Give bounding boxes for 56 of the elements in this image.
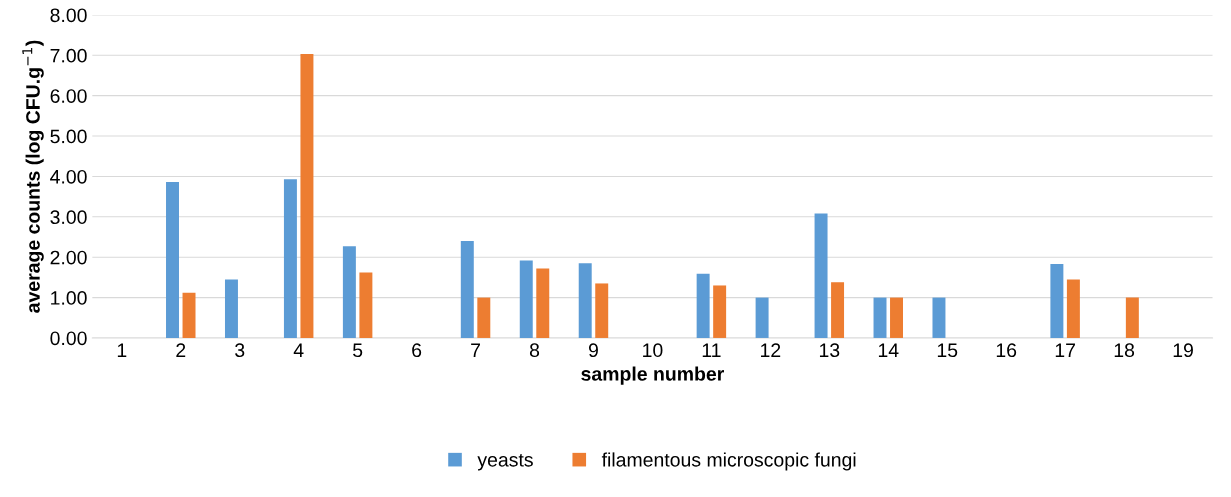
x-tick-label: 1: [117, 343, 127, 357]
x-tick-label: 16: [996, 343, 1017, 358]
x-tick-label: 17: [1055, 343, 1075, 357]
bar: [831, 282, 845, 338]
bar: [1125, 297, 1139, 338]
x-tick-label: 4: [293, 343, 304, 357]
x-tick-label: 13: [819, 343, 840, 358]
x-tick-label: 7: [471, 343, 480, 357]
x-tick-label: 15: [937, 343, 958, 358]
bar: [359, 272, 373, 338]
y-axis-title: average counts (log CFU.g$^{−1}$): [22, 40, 44, 313]
bar: [1050, 264, 1064, 338]
x-tick-label: 5: [353, 343, 363, 358]
bar: [713, 285, 727, 338]
legend-label: filamentous microscopic fungi: [601, 452, 856, 471]
bar: [342, 246, 356, 338]
y-tick-label: 3.00: [50, 210, 87, 225]
bar: [536, 268, 550, 338]
x-tick-label: 8: [529, 343, 540, 358]
x-tick-label: 11: [702, 343, 721, 357]
bar: [932, 297, 946, 338]
bar: [519, 260, 533, 338]
x-tick-label: 3: [235, 343, 245, 358]
x-tick-label: 14: [878, 343, 899, 357]
x-tick-label: 18: [1114, 343, 1135, 358]
bar: [224, 279, 238, 338]
bar: [814, 213, 828, 338]
x-tick-label: 2: [176, 343, 186, 357]
x-tick-label: 19: [1173, 343, 1193, 358]
y-tick-label: 6.00: [50, 89, 87, 103]
y-tick-label: 7.00: [50, 48, 87, 63]
bar: [1066, 279, 1080, 338]
y-tick-label: 1.00: [51, 291, 87, 305]
bar: [696, 273, 710, 338]
bar: [873, 297, 887, 338]
y-tick-label: 0.00: [50, 331, 87, 346]
bar: [300, 54, 314, 338]
bar: [890, 297, 903, 338]
y-tick-label: 2.00: [50, 250, 87, 265]
x-tick-label: 6: [412, 343, 422, 358]
x-tick-label: 9: [588, 343, 598, 358]
bar: [578, 263, 592, 338]
bar: [477, 297, 491, 338]
legend-label: yeasts: [477, 453, 533, 471]
bar: [166, 182, 179, 338]
bar: [595, 283, 609, 338]
x-tick-label: 10: [643, 343, 663, 358]
y-tick-label: 5.00: [50, 129, 87, 144]
bar: [460, 241, 474, 338]
y-tick-label: 8.00: [50, 8, 87, 23]
bar: [182, 292, 196, 338]
bar: [755, 297, 769, 338]
x-axis-title: sample number: [581, 366, 724, 385]
y-tick-label: 4.00: [50, 169, 87, 184]
x-tick-label: 12: [761, 343, 781, 357]
bar: [283, 179, 297, 338]
